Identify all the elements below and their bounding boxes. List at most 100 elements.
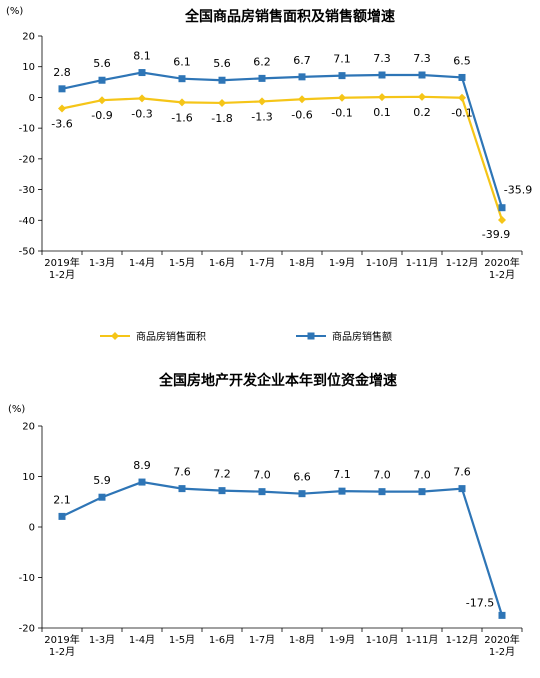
- series-line-0: [61, 480, 504, 616]
- y-tick-label: 10: [22, 62, 35, 73]
- data-point: [418, 488, 426, 496]
- data-label: -3.6: [51, 117, 72, 130]
- y-tick-label: -40: [19, 216, 35, 227]
- data-label: 8.1: [133, 50, 151, 63]
- data-label: 7.2: [213, 468, 231, 481]
- x-tick-label: 1-5月: [169, 634, 195, 646]
- data-label: 7.6: [173, 466, 191, 479]
- data-point: [498, 204, 506, 212]
- data-point: [178, 75, 186, 83]
- chart-title: 全国房地产开发企业本年到位资金增速: [158, 372, 397, 389]
- data-label: -0.9: [91, 109, 112, 122]
- data-label: 7.0: [413, 469, 431, 482]
- x-tick-label: 1-11月: [406, 257, 439, 269]
- y-unit-label: (%): [6, 6, 23, 17]
- data-point: [298, 95, 306, 104]
- y-tick-label: -50: [19, 247, 35, 258]
- data-label: 5.6: [213, 57, 231, 70]
- data-point: [458, 73, 466, 81]
- y-tick-label: -30: [19, 185, 35, 196]
- data-point: [378, 93, 386, 102]
- data-point: [498, 215, 506, 224]
- x-tick-label: 2019年 1-2月: [44, 633, 79, 658]
- data-label: 6.6: [293, 471, 311, 484]
- data-label: 7.3: [413, 52, 431, 65]
- data-point: [258, 97, 266, 106]
- data-label: 6.5: [453, 54, 471, 67]
- y-tick-label: 10: [22, 472, 35, 483]
- x-tick-label: 1-4月: [129, 634, 155, 646]
- data-label: -0.1: [331, 107, 352, 120]
- data-point: [498, 611, 506, 619]
- data-label: -0.1: [451, 107, 472, 120]
- y-tick-label: 0: [29, 93, 35, 104]
- data-point: [458, 93, 466, 102]
- data-label: 2.8: [53, 66, 71, 79]
- chart-title: 全国商品房销售面积及销售额增速: [184, 8, 395, 25]
- data-point: [298, 490, 306, 498]
- x-tick-label: 1-12月: [446, 257, 479, 269]
- y-tick-label: -10: [19, 573, 35, 584]
- x-tick-label: 1-7月: [249, 634, 275, 646]
- data-label: -0.3: [131, 107, 152, 120]
- data-label: -1.6: [171, 111, 192, 124]
- data-label: 0.1: [373, 106, 391, 119]
- data-label: -1.3: [251, 110, 272, 123]
- data-label: 7.6: [453, 466, 471, 479]
- data-point: [458, 485, 466, 493]
- data-point: [178, 485, 186, 493]
- y-tick-label: 20: [22, 32, 35, 43]
- data-label: -39.9: [482, 228, 510, 241]
- data-label: -35.9: [504, 184, 532, 197]
- x-tick-label: 2020年 1-2月: [484, 256, 519, 281]
- x-tick-label: 2020年 1-2月: [484, 633, 519, 658]
- data-point: [338, 487, 346, 495]
- legend-label: 商品房销售面积: [136, 330, 206, 343]
- x-tick-label: 1-10月: [366, 634, 399, 646]
- data-label: 6.7: [293, 54, 311, 67]
- legend-marker: [307, 332, 315, 340]
- y-unit-label: (%): [8, 404, 25, 415]
- x-tick-label: 1-5月: [169, 257, 195, 269]
- data-label: 5.9: [93, 474, 111, 487]
- data-point: [418, 71, 426, 79]
- series-line-1: [61, 71, 504, 209]
- data-point: [338, 72, 346, 80]
- data-point: [58, 104, 66, 113]
- data-point: [218, 76, 226, 84]
- data-point: [258, 74, 266, 82]
- data-label: 7.0: [373, 469, 391, 482]
- x-tick-label: 2019年 1-2月: [44, 256, 79, 281]
- y-tick-label: -20: [19, 154, 35, 165]
- data-label: 2.1: [53, 493, 71, 506]
- x-tick-label: 1-4月: [129, 257, 155, 269]
- x-tick-label: 1-8月: [289, 634, 315, 646]
- x-tick-label: 1-9月: [329, 634, 355, 646]
- data-label: 5.6: [93, 57, 111, 70]
- y-tick-label: 0: [29, 523, 35, 534]
- data-label: 7.0: [253, 469, 271, 482]
- data-point: [58, 512, 66, 520]
- x-tick-label: 1-6月: [209, 634, 235, 646]
- data-label: -1.8: [211, 112, 232, 125]
- data-point: [218, 487, 226, 495]
- data-point: [58, 85, 66, 93]
- x-tick-label: 1-7月: [249, 257, 275, 269]
- data-point: [98, 96, 106, 105]
- x-tick-label: 1-8月: [289, 257, 315, 269]
- data-point: [98, 76, 106, 84]
- data-point: [258, 488, 266, 496]
- data-point: [138, 478, 146, 486]
- data-label: 6.1: [173, 56, 191, 69]
- data-point: [138, 94, 146, 103]
- data-label: 7.3: [373, 52, 391, 65]
- x-tick-label: 1-3月: [89, 634, 115, 646]
- x-tick-label: 1-11月: [406, 634, 439, 646]
- data-point: [378, 488, 386, 496]
- data-label: 7.1: [333, 53, 351, 66]
- data-label: 6.2: [253, 55, 271, 68]
- data-point: [418, 92, 426, 101]
- x-tick-label: 1-12月: [446, 634, 479, 646]
- legend-label: 商品房销售额: [332, 330, 392, 343]
- data-point: [338, 93, 346, 102]
